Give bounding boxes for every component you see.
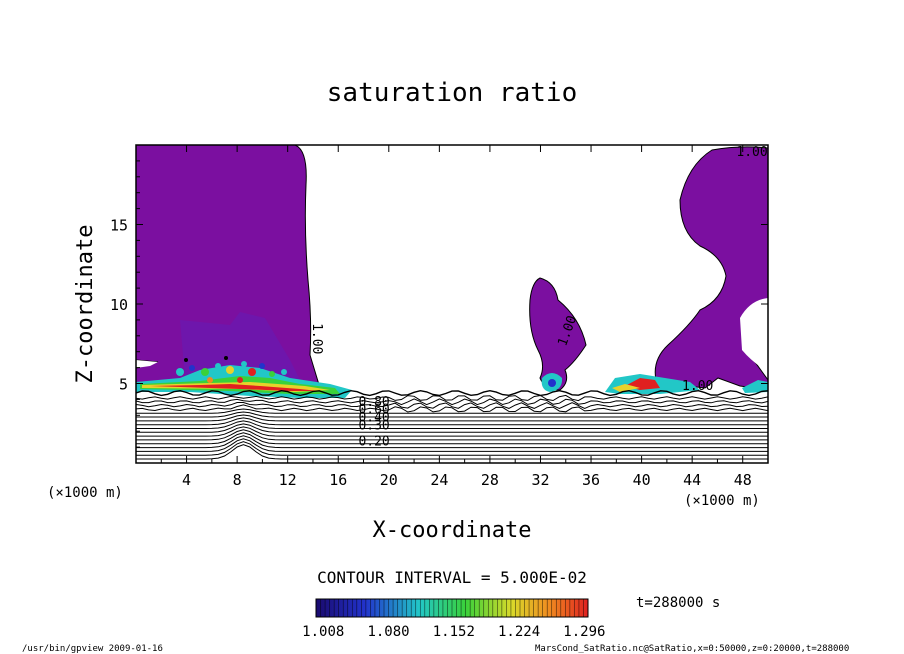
y-tick-label: 5 (119, 376, 128, 394)
x-tick-label: 48 (734, 471, 752, 489)
contour-label: 0.60 (358, 403, 389, 418)
x-tick-label: 28 (481, 471, 499, 489)
contour-line (136, 438, 768, 452)
x-tick-label: 44 (683, 471, 701, 489)
y-axis-title: Z-coordinate (73, 225, 98, 384)
x-tick-label: 4 (182, 471, 191, 489)
contour-line (136, 417, 768, 426)
contour-label: 1.00 (682, 379, 713, 394)
colorbar-tick-label: 1.008 (302, 624, 344, 640)
contour-line (136, 411, 768, 418)
high-band-left-red (150, 384, 318, 391)
x-tick-label: 32 (531, 471, 549, 489)
footer-right: MarsCond_SatRatio.nc@SatRatio,x=0:50000,… (535, 644, 849, 654)
saturated-region-middle (529, 277, 587, 391)
contour-line (136, 402, 768, 410)
contour-line (136, 426, 768, 437)
y-tick-label: 15 (110, 217, 128, 235)
contour-label: 0.40 (358, 411, 389, 426)
high-band-right-yellow (612, 384, 640, 392)
x-tick-label: 16 (329, 471, 347, 489)
contour-line (136, 432, 768, 445)
colorbar: 1.008 1.080 1.152 1.224 1.296 (302, 598, 605, 640)
contour-line (136, 408, 768, 414)
saturated-core-left (180, 312, 300, 380)
y-axis-unit: (×1000 m) (47, 485, 123, 501)
y-axis-ticks: 5 10 15 (110, 160, 768, 448)
colorbar-tick-label: 1.152 (433, 624, 475, 640)
contour-line (136, 414, 768, 422)
contour-label: 0.80 (358, 395, 389, 410)
contour-line (136, 429, 768, 441)
colorbar-tick-label: 1.224 (498, 624, 540, 640)
contour-line (136, 404, 768, 413)
x-tick-label: 20 (380, 471, 398, 489)
chart-title: saturation ratio (327, 78, 577, 108)
contour-label: 0.30 (358, 419, 389, 434)
contour-label: 0.20 (358, 435, 389, 450)
x-tick-label: 24 (430, 471, 448, 489)
contour-line (136, 435, 768, 449)
colorbar-tick-label: 1.296 (563, 624, 605, 640)
x-tick-label: 36 (582, 471, 600, 489)
x-axis-ticks: 4 8 12 16 20 24 28 32 36 40 44 48 (160, 145, 752, 489)
y-tick-label: 10 (110, 296, 128, 314)
contour-label: 1.00 (736, 145, 767, 160)
x-axis-title: X-coordinate (373, 518, 532, 543)
contour-line (136, 423, 768, 433)
contour-line (136, 398, 768, 406)
x-axis-unit: (×1000 m) (684, 493, 760, 509)
contour-line (136, 444, 768, 460)
contour-line (136, 394, 768, 402)
contour-interval-label: CONTOUR INTERVAL = 5.000E-02 (317, 568, 587, 587)
speckle-cluster-left (176, 356, 287, 383)
x-tick-label: 12 (279, 471, 297, 489)
contour-label: 1.00 (309, 323, 324, 354)
footer-left: /usr/bin/gpview 2009-01-16 (22, 644, 163, 654)
contour-line (136, 420, 768, 429)
colorbar-ticks: 1.008 1.080 1.152 1.224 1.296 (302, 624, 605, 640)
colorbar-tick-label: 1.080 (367, 624, 409, 640)
contour-line-boundary (136, 389, 768, 397)
x-tick-label: 40 (633, 471, 651, 489)
time-label: t=288000 s (636, 595, 720, 611)
contour-line (136, 441, 768, 456)
x-tick-label: 8 (233, 471, 242, 489)
contour-lines (136, 389, 768, 460)
